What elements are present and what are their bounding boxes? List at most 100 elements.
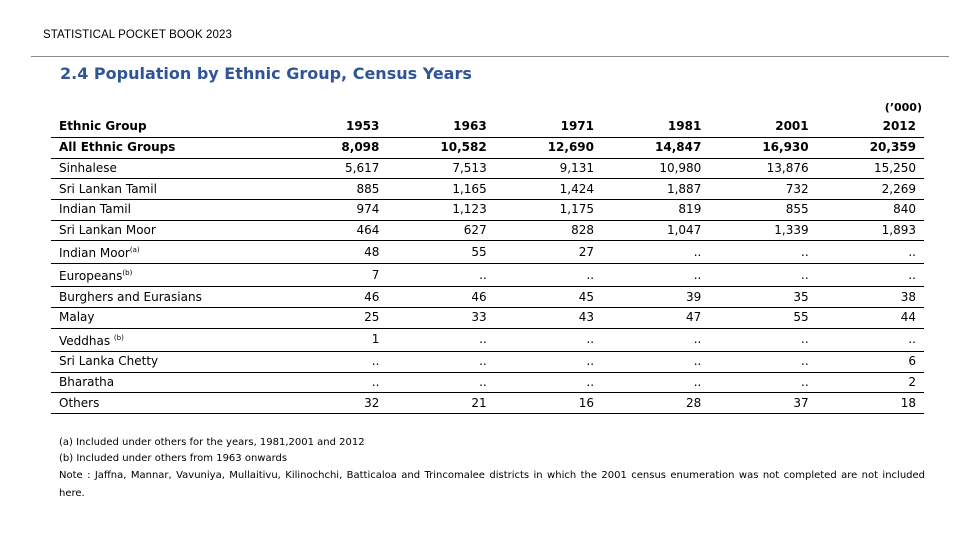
table-cell-2012: ..: [816, 263, 924, 288]
table-cell-1971: ..: [494, 351, 603, 373]
table-cell-1953: 46: [278, 286, 388, 309]
row-label: All Ethnic Groups: [51, 137, 279, 159]
row-label: Bharatha: [51, 372, 279, 394]
table-row: Indian Moor(a) 48 55 27......: [51, 240, 924, 265]
row-label-text: Malay: [59, 310, 95, 325]
footnote-marker: (b): [113, 333, 124, 342]
table-cell-1971: 12,690: [494, 137, 603, 159]
table-cell-1981: 47: [602, 307, 710, 329]
table-cell-1971: 16: [494, 392, 603, 414]
table-header-row: Ethnic Group 1953 1963 1971 1981 2001 20…: [51, 116, 924, 138]
table-cell-1953: 32: [278, 392, 388, 414]
row-label-text: Veddhas: [59, 333, 114, 348]
table-cell-1963: 21: [387, 392, 495, 414]
table-cell-1981: 819: [602, 199, 710, 221]
footnote-b: (b) Included under others from 1963 onwa…: [59, 453, 288, 464]
row-label-text: Others: [59, 395, 100, 410]
row-label-text: Sri Lankan Moor: [59, 223, 156, 238]
row-label: Sri Lankan Tamil: [51, 178, 279, 201]
table-cell-2012: 840: [816, 199, 924, 221]
row-label: Veddhas (b): [51, 328, 279, 352]
row-label: Sri Lankan Moor: [51, 220, 279, 242]
unit-label: (’000): [884, 101, 922, 114]
row-label: Malay: [51, 307, 279, 329]
row-label-text: Europeans: [59, 269, 123, 284]
table-row: Sri Lanka Chetty.......... 6: [51, 351, 924, 373]
table-cell-1981: ..: [602, 351, 710, 373]
table-cell-2012: 44: [816, 307, 924, 329]
table-cell-2001: 35: [709, 286, 817, 309]
row-label-text: All Ethnic Groups: [59, 140, 176, 155]
table-cell-1981: 1,887: [602, 178, 710, 201]
row-label-text: Indian Moor: [59, 246, 130, 261]
row-label-text: Indian Tamil: [59, 202, 131, 217]
row-label: Indian Moor(a): [51, 240, 279, 265]
table-cell-1953: ..: [278, 351, 388, 373]
table-cell-1963: ..: [387, 263, 495, 288]
table-cell-2001: ..: [709, 351, 817, 373]
table-cell-1953: 1: [278, 328, 388, 352]
table-cell-1981: 10,980: [602, 158, 710, 180]
table-cell-1971: 1,175: [494, 199, 603, 221]
table-row: Sinhalese 5,617 7,513 9,131 10,980 13,876 15,2…: [51, 158, 924, 180]
table-cell-1981: ..: [602, 372, 710, 394]
table-cell-1981: 39: [602, 286, 710, 309]
table-cell-1963: ..: [387, 372, 495, 394]
table-cell-2012: 20,359: [816, 137, 924, 159]
page-header: STATISTICAL POCKET BOOK 2023: [43, 29, 232, 41]
row-label: Others: [51, 392, 279, 414]
table-cell-2012: ..: [816, 328, 924, 352]
table-cell-1981: 28: [602, 392, 710, 414]
table-cell-1953: 48: [278, 240, 388, 265]
row-label: Sinhalese: [51, 158, 279, 180]
table-cell-1963: 1,165: [387, 178, 495, 201]
table-cell-1981: ..: [602, 328, 710, 352]
column-header-1981: 1981: [602, 116, 710, 138]
table-cell-1963: 7,513: [387, 158, 495, 180]
table-cell-1953: 885: [278, 178, 388, 201]
table-cell-2001: ..: [709, 240, 817, 265]
table-cell-2012: 38: [816, 286, 924, 309]
table-cell-1971: 45: [494, 286, 603, 309]
table-row: Indian Tamil 974 1,123 1,175 819 855 840: [51, 199, 924, 221]
table-cell-2012: 2: [816, 372, 924, 394]
table-cell-1953: 25: [278, 307, 388, 329]
row-label: Indian Tamil: [51, 199, 279, 221]
table-cell-2012: 18: [816, 392, 924, 414]
table-cell-2012: 1,893: [816, 220, 924, 242]
table-row: Burghers and Eurasians 46 46 45 39 35 38: [51, 286, 924, 309]
table-cell-2001: 16,930: [709, 137, 817, 159]
row-label: Sri Lanka Chetty: [51, 351, 279, 373]
table-row: Bharatha.......... 2: [51, 372, 924, 394]
column-header-2012: 2012: [816, 116, 924, 138]
table-row: Sri Lankan Tamil 885 1,165 1,424 1,887 732 2,2…: [51, 178, 924, 201]
row-label-text: Bharatha: [59, 374, 115, 389]
table-cell-1971: ..: [494, 328, 603, 352]
table-cell-1953: 5,617: [278, 158, 388, 180]
table-cell-1971: 27: [494, 240, 603, 265]
table-cell-2001: 37: [709, 392, 817, 414]
table-row: Others 32 21 16 28 37 18: [51, 392, 924, 414]
table-cell-2012: 6: [816, 351, 924, 373]
table-cell-1963: ..: [387, 351, 495, 373]
table-row: Europeans(b) 7..........: [51, 263, 924, 288]
footnote-marker: (b): [122, 269, 133, 278]
table-cell-2001: 855: [709, 199, 817, 221]
table-cell-2001: 1,339: [709, 220, 817, 242]
table-cell-1981: ..: [602, 240, 710, 265]
table-row: Sri Lankan Moor 464 627 828 1,047 1,339 1,893: [51, 220, 924, 242]
table-cell-1971: 43: [494, 307, 603, 329]
table-cell-1963: 10,582: [387, 137, 495, 159]
table-cell-1981: ..: [602, 263, 710, 288]
table-cell-2012: 15,250: [816, 158, 924, 180]
table-row: All Ethnic Groups 8,098 10,582 12,690 14,847…: [51, 137, 924, 159]
table-cell-1981: 14,847: [602, 137, 710, 159]
table-cell-2001: 13,876: [709, 158, 817, 180]
column-header-2001: 2001: [709, 116, 817, 138]
table-cell-1971: 9,131: [494, 158, 603, 180]
footnotes: (a) Included under others for the years,…: [59, 435, 925, 503]
table-title: 2.4 Population by Ethnic Group, Census Y…: [60, 64, 472, 83]
table-cell-1953: 974: [278, 199, 388, 221]
row-label: Europeans(b): [51, 263, 279, 288]
table-row: Malay 25 33 43 47 55 44: [51, 307, 924, 329]
